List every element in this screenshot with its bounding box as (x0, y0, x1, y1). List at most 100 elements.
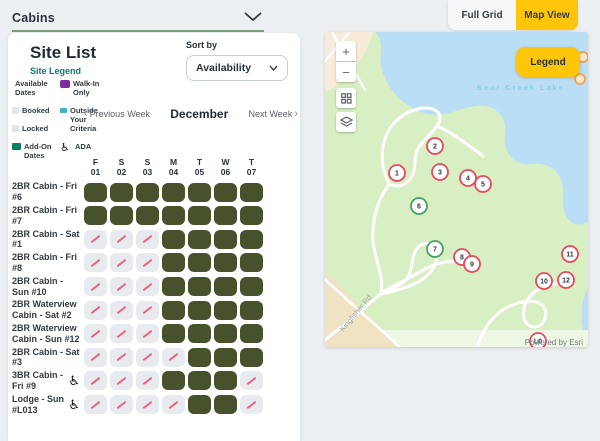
category-select[interactable]: Cabins (12, 6, 262, 30)
available-date-cell[interactable] (214, 206, 237, 226)
map-marker-1[interactable]: 1 (388, 164, 406, 182)
map-canvas: Bear Creek Lake Kingfisher Rd 1234567891… (325, 32, 588, 347)
available-date-cell[interactable] (188, 182, 211, 202)
map-view-button[interactable]: Map View (516, 0, 578, 30)
category-underline (12, 30, 264, 32)
available-date-cell[interactable] (136, 182, 159, 202)
map-marker-3[interactable]: 3 (431, 163, 449, 181)
map-legend-button[interactable]: Legend (516, 47, 580, 77)
available-date-cell[interactable] (162, 229, 185, 249)
map-marker-7[interactable]: 7 (426, 240, 444, 258)
legend-item-label: ADA (75, 142, 92, 151)
full-grid-button[interactable]: Full Grid (448, 0, 516, 30)
map-marker-6[interactable]: 6 (410, 197, 428, 215)
booked-slash-icon (116, 353, 127, 362)
available-date-cell[interactable] (240, 324, 263, 344)
date-column-header: F 01 (90, 157, 101, 178)
booked-date-cell (162, 347, 185, 367)
legend-item-label: Outside Your Criteria (70, 106, 98, 133)
lake-label: Bear Creek Lake (477, 85, 565, 92)
available-date-cell[interactable] (214, 371, 237, 391)
available-date-cell[interactable] (162, 324, 185, 344)
zoom-in-button[interactable]: + (336, 41, 356, 61)
view-toggle: Full Grid Map View (448, 0, 578, 30)
available-date-cell[interactable] (136, 206, 159, 226)
booked-slash-icon (90, 400, 101, 409)
available-date-cell[interactable] (162, 182, 185, 202)
availability-cells (84, 300, 266, 320)
available-date-cell[interactable] (188, 277, 211, 297)
chevron-down-icon (269, 63, 278, 73)
map-attribution: Powered by Esri (525, 338, 583, 347)
map-marker-2[interactable]: 2 (426, 137, 444, 155)
map-marker-12[interactable]: 12 (557, 271, 575, 289)
available-date-cell[interactable] (240, 229, 263, 249)
available-date-cell[interactable] (214, 229, 237, 249)
svg-text:1: 1 (395, 171, 399, 178)
availability-cells (84, 229, 266, 249)
booked-date-cell (240, 371, 263, 391)
map-marker-11[interactable]: 11 (561, 245, 579, 263)
booked-slash-icon (116, 258, 127, 268)
available-date-cell[interactable] (162, 206, 185, 226)
basemap-button[interactable] (336, 88, 356, 108)
layers-button[interactable] (336, 112, 356, 132)
map-marker-5[interactable]: 5 (474, 175, 492, 193)
available-date-cell[interactable] (214, 300, 237, 320)
square-blue-icon (60, 108, 67, 113)
available-date-cell[interactable] (214, 253, 237, 273)
table-row: 2BR Cabin - Fri #8 (12, 252, 298, 274)
chevron-left-icon: ‹ (84, 108, 88, 120)
available-date-cell[interactable] (188, 229, 211, 249)
available-date-cell[interactable] (110, 182, 133, 202)
available-date-cell[interactable] (214, 277, 237, 297)
available-date-cell[interactable] (84, 206, 107, 226)
available-date-cell[interactable] (240, 182, 263, 202)
available-date-cell[interactable] (188, 253, 211, 273)
map-marker-9[interactable]: 9 (463, 255, 481, 273)
available-date-cell[interactable] (240, 300, 263, 320)
legend-item-label: Booked (22, 106, 50, 115)
available-date-cell[interactable] (188, 347, 211, 367)
available-date-cell[interactable] (214, 182, 237, 202)
available-date-cell[interactable] (188, 371, 211, 391)
available-date-cell[interactable] (214, 324, 237, 344)
svg-text:8: 8 (460, 255, 464, 262)
booked-slash-icon (246, 376, 257, 386)
available-date-cell[interactable] (214, 347, 237, 367)
available-date-cell[interactable] (110, 206, 133, 226)
booked-slash-icon (142, 235, 153, 244)
available-date-cell[interactable] (84, 182, 107, 202)
map-marker-L0[interactable]: L0 (529, 332, 547, 347)
date-column-header: M 04 (168, 157, 179, 178)
available-date-cell[interactable] (188, 300, 211, 320)
booked-slash-icon (116, 305, 127, 315)
sort-select[interactable]: Availability (186, 55, 288, 81)
available-date-cell[interactable] (240, 277, 263, 297)
site-legend-link[interactable]: Site Legend (30, 66, 82, 76)
booked-slash-icon (142, 353, 153, 362)
available-date-cell[interactable] (162, 277, 185, 297)
available-date-cell[interactable] (214, 395, 237, 415)
available-date-cell[interactable] (188, 324, 211, 344)
map-marker[interactable] (574, 73, 586, 85)
booked-slash-icon (142, 376, 153, 386)
chevron-down-icon (244, 9, 262, 27)
available-date-cell[interactable] (162, 300, 185, 320)
site-list-panel: Site List Site Legend Available Dates Boo… (8, 33, 300, 441)
zoom-out-button[interactable]: − (336, 62, 356, 82)
previous-week-button[interactable]: ‹ Previous Week (84, 108, 150, 120)
available-date-cell[interactable] (162, 371, 185, 391)
map-marker-10[interactable]: 10 (535, 272, 553, 290)
next-week-button[interactable]: Next Week › (248, 108, 298, 120)
available-date-cell[interactable] (162, 253, 185, 273)
booked-date-cell (110, 277, 133, 297)
available-date-cell[interactable] (188, 206, 211, 226)
available-date-cell[interactable] (240, 206, 263, 226)
available-date-cell[interactable] (240, 347, 263, 367)
date-header-row: F 01 S 02 S 03 M 04 T 05 W 06 T 07 (84, 157, 298, 177)
available-date-cell[interactable] (188, 395, 211, 415)
map-marker-4[interactable]: 4 (459, 169, 477, 187)
available-date-cell[interactable] (240, 253, 263, 273)
